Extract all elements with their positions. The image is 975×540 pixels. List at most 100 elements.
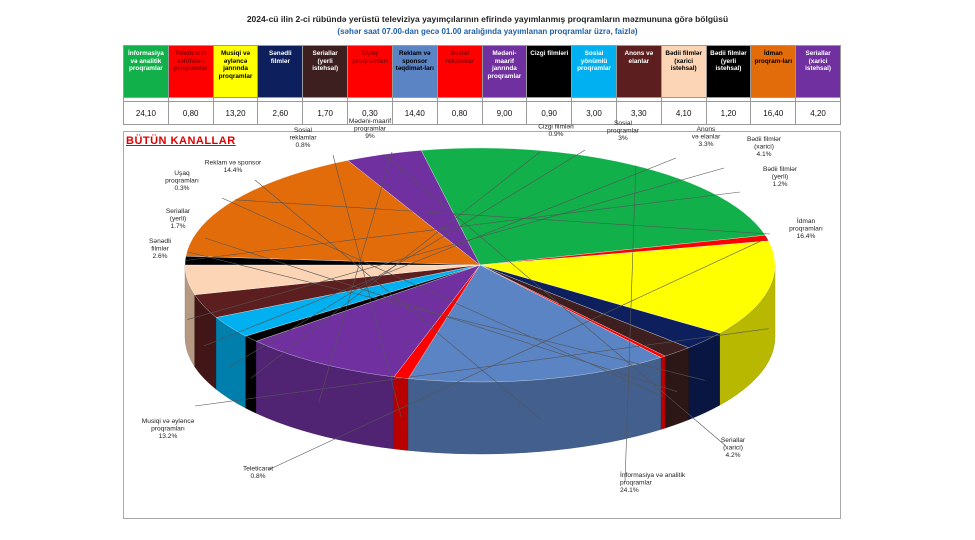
pie-data-label: 0.3% xyxy=(174,185,189,192)
legend-header-cell: Sənədli filmlər xyxy=(257,45,304,98)
pie-data-label: 9% xyxy=(365,133,375,140)
legend-spacer-cell xyxy=(302,97,349,102)
legend-value-cell: 24,10 xyxy=(123,101,169,125)
pie-data-label: 0.9% xyxy=(548,131,563,138)
pie-slice-side xyxy=(664,347,689,429)
legend-value-cell: 14,40 xyxy=(391,101,438,125)
pie-data-label: Sosial xyxy=(614,120,632,127)
chart-frame xyxy=(123,131,841,519)
pie-data-label: 1.7% xyxy=(170,223,185,230)
pie-data-label: Reklam və sponsor xyxy=(205,159,262,166)
legend-value-cell: 13,20 xyxy=(212,101,259,125)
pie-leader-line xyxy=(229,149,586,367)
pie-data-label: proqramları xyxy=(151,425,185,432)
pie-data-label: proqramları xyxy=(165,177,199,184)
page-title: 2024-cü ilin 2-ci rübündə yerüstü televi… xyxy=(246,14,729,24)
pie-data-label: proqramları xyxy=(789,225,823,232)
pie-data-label: Bədii filmlər xyxy=(747,136,782,143)
legend-value-row: 24,10 0,80 13,20 2,60 1,70 0,30 14,40 0,80 9,00 0… xyxy=(123,101,841,125)
pie-data-label: Sosial xyxy=(294,127,312,134)
legend-header-cell: Bədii filmlər (xarici istehsal) xyxy=(660,45,707,98)
pie-data-label: 4.1% xyxy=(756,151,771,158)
pie-data-label: 0.8% xyxy=(250,473,265,480)
legend-header-row: İnformasiya və analitik proqramlar Teleti… xyxy=(123,45,841,98)
legend-header-cell: Seriallar (yerli istehsal) xyxy=(302,45,349,98)
legend-header-cell: Uşaq proqramları xyxy=(347,45,393,98)
legend-value-cell: 3,00 xyxy=(571,101,617,125)
pie-leader-line xyxy=(383,154,727,447)
legend-spacer-row xyxy=(123,97,841,102)
pie-data-label: proqramlar xyxy=(354,125,387,132)
pie-leader-line xyxy=(624,165,637,483)
pie-leader-line xyxy=(254,179,541,420)
legend-value-cell: 2,60 xyxy=(257,101,304,125)
pie-data-label: Teleticarət xyxy=(243,465,273,472)
pie-data-label: 0.8% xyxy=(295,142,310,149)
pie-data-label: 13.2% xyxy=(159,433,178,440)
page-subtitle: (səhər saat 07.00-dan gecə 01.00 aralığı… xyxy=(337,27,638,36)
legend-value-cell: 0,30 xyxy=(347,101,393,125)
pie-slice xyxy=(479,240,776,334)
pie-data-label: 3% xyxy=(618,135,628,142)
legend-spacer-cell xyxy=(257,97,304,102)
pie-data-label: 16.4% xyxy=(797,233,816,240)
pie-slice-side xyxy=(393,376,409,451)
pie-leader-line xyxy=(318,151,393,403)
pie-leader-line xyxy=(187,251,705,381)
legend-header-cell: Sosial yönümlü proqramlar xyxy=(571,45,617,98)
pie-leader-line xyxy=(187,167,725,320)
pie-data-label: Cizgi filmləri xyxy=(538,123,574,130)
legend-spacer-cell xyxy=(391,97,438,102)
pie-slice-side xyxy=(245,335,257,414)
legend-spacer-cell xyxy=(212,97,259,102)
pie-slice-side xyxy=(660,355,666,430)
pie-slice-side xyxy=(688,332,720,421)
legend-header-cell: İnformasiya və analitik proqramlar xyxy=(123,45,169,98)
legend-header-cell: Musiqi və əyləncə janrında proqramlar xyxy=(212,45,259,98)
pie-data-label: Anons xyxy=(697,126,716,133)
pie-slice xyxy=(408,264,662,383)
legend-table: İnformasiya və analitik proqramlar Teleti… xyxy=(123,45,841,125)
legend-spacer-cell xyxy=(436,97,483,102)
pie-data-label: Mədəni-maarif xyxy=(349,118,391,125)
pie-data-label: Seriallar xyxy=(166,208,191,215)
legend-header-cell: Seriallar (xarici istehsal) xyxy=(795,45,841,98)
pie-data-label: 4.2% xyxy=(725,452,740,459)
pie-data-label: İnformasiya və analitik xyxy=(620,470,686,479)
legend-header-cell: Cizgi filmləri xyxy=(526,45,573,98)
pie-data-label: proqramlar xyxy=(607,127,640,134)
pie-data-label: Uşaq xyxy=(174,170,190,177)
chart-title: BÜTÜN KANALLAR xyxy=(126,135,236,147)
pie-data-label: İdman xyxy=(797,216,816,225)
pie-data-label: və elanlar xyxy=(692,133,721,140)
pie-slice xyxy=(184,264,481,295)
legend-value-cell: 4,20 xyxy=(795,101,841,125)
pie-data-label: (yerli) xyxy=(170,215,186,222)
pie-leader-line xyxy=(221,197,664,397)
pie-leader-line xyxy=(203,157,677,347)
legend-value-cell: 0,80 xyxy=(436,101,483,125)
pie-leader-line xyxy=(234,199,771,235)
pie-leader-line xyxy=(194,328,769,407)
legend-header-cell: Sosial reklamlar xyxy=(436,45,483,98)
legend-spacer-cell xyxy=(795,97,841,102)
pie-data-label: Musiqi və əyləncə xyxy=(142,418,195,425)
pie-slice xyxy=(347,150,481,266)
pie-data-label: (xarici) xyxy=(723,444,743,451)
pie-leader-line xyxy=(332,154,402,418)
pie-data-label: 24.1% xyxy=(620,487,639,494)
legend-spacer-cell xyxy=(347,97,393,102)
legend-value-cell: 0,90 xyxy=(526,101,573,125)
legend-value-cell: 4,10 xyxy=(660,101,707,125)
pie-data-label: filmlər xyxy=(151,245,169,252)
pie-data-label: 2.6% xyxy=(152,253,167,260)
pie-data-label: reklamlar xyxy=(289,134,317,141)
legend-value-cell: 0,80 xyxy=(167,101,214,125)
pie-data-label: 14.4% xyxy=(224,167,243,174)
pie-leader-line xyxy=(250,151,541,379)
pie-leader-line xyxy=(204,237,678,392)
pie-data-label: 1.2% xyxy=(772,181,787,188)
pie-data-label: Sənədli xyxy=(149,238,172,245)
pie-data-label: Seriallar xyxy=(721,437,746,444)
pie-leader-line xyxy=(267,237,768,471)
